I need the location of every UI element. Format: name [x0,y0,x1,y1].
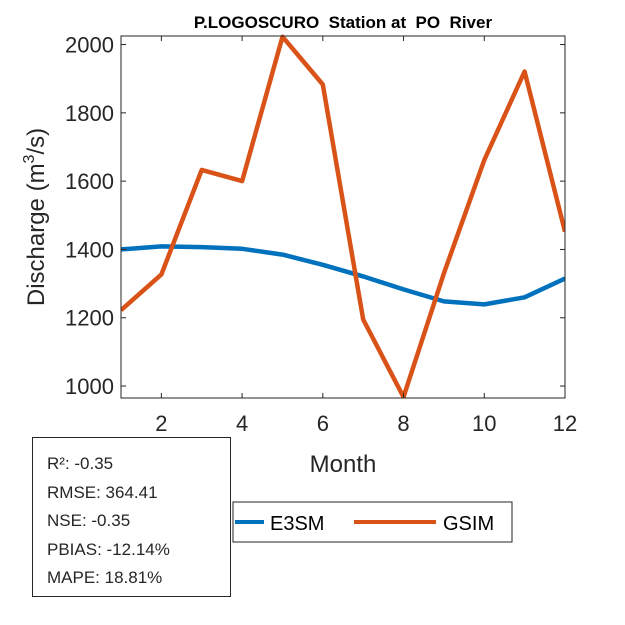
x-tick-label: 10 [472,411,496,436]
stat-nse: NSE: -0.35 [47,511,131,530]
axis-ticks: 2 4 6 8 10 12 1000 1200 1400 1600 1800 2000 [65,33,577,436]
x-tick-label: 12 [553,411,577,436]
legend-label-e3sm: E3SM [270,513,324,535]
stat-r2: R²: -0.35 [47,454,114,473]
y-axis-label: Discharge (m3/s) [21,128,50,306]
stat-pbias: PBIAS: -12.14% [47,539,170,559]
stat-rmse: RMSE: 364.41 [47,482,158,502]
x-tick-label: 6 [317,411,329,436]
legend-label-gsim: GSIM [443,513,494,535]
y-axis-label-main: Discharge (m [23,163,50,306]
y-tick-label: 1400 [65,237,114,262]
stat-mape: MAPE: 18.81% [47,568,163,587]
y-tick-label: 1800 [65,101,114,126]
y-tick-label: 1600 [65,169,114,194]
legend: E3SM GSIM [232,501,513,543]
series-line-gsim [121,34,565,398]
axes-box [120,35,566,399]
stats-box: R²: -0.35 RMSE: 364.41 NSE: -0.35 PBIAS:… [32,437,231,597]
chart-title: P.LOGOSCURO Station at PO River [194,13,493,32]
x-tick-label: 2 [155,411,167,436]
y-axis-label-tail: /s) [23,128,50,155]
x-tick-label: 8 [397,411,409,436]
y-tick-label: 2000 [65,33,114,58]
plot-lines [120,34,566,398]
x-tick-label: 4 [236,411,248,436]
y-tick-label: 1000 [65,374,114,399]
y-tick-label: 1200 [65,306,114,331]
x-axis-label: Month [310,451,377,478]
series-line-e3sm [121,244,565,307]
y-axis-label-sup: 3 [21,154,38,163]
